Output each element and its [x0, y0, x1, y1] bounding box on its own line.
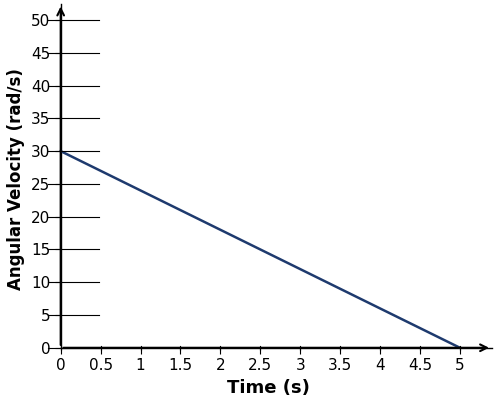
- Y-axis label: Angular Velocity (rad/s): Angular Velocity (rad/s): [7, 68, 25, 290]
- X-axis label: Time (s): Time (s): [227, 379, 310, 397]
